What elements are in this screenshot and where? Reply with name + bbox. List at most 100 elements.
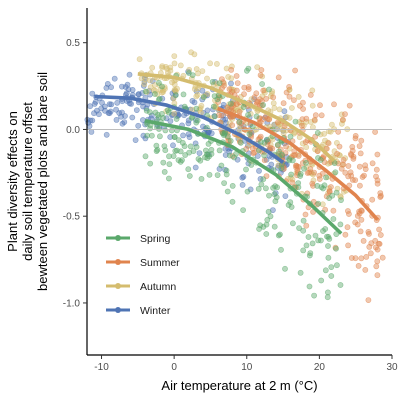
scatter-point-summer [374, 272, 381, 279]
scatter-point-spring [236, 119, 243, 125]
scatter-point-spring [180, 91, 187, 98]
scatter-point-summer [263, 95, 269, 102]
scatter-point-summer [302, 211, 309, 218]
scatter-point-winter [114, 99, 121, 106]
scatter-point-spring [260, 102, 266, 108]
scatter-point-spring [211, 113, 218, 120]
scatter-point-winter [254, 153, 261, 159]
scatter-point-winter [204, 107, 211, 114]
scatter-point-spring [337, 221, 344, 228]
scatter-point-spring [264, 216, 271, 223]
scatter-point-spring [206, 153, 212, 160]
y-tick-label: -0.5 [63, 212, 81, 223]
scatter-point-autumn [286, 145, 293, 152]
scatter-point-winter [192, 164, 199, 171]
scatter-point-spring [146, 109, 153, 116]
scatter-point-summer [260, 87, 267, 94]
scatter-point-winter [239, 174, 246, 181]
x-tick-label: 0 [171, 362, 177, 373]
scatter-point-autumn [228, 63, 235, 70]
scatter-point-spring [165, 175, 172, 182]
scatter-point-summer [331, 101, 337, 108]
scatter-point-winter [119, 83, 125, 90]
scatter-point-summer [377, 232, 384, 238]
scatter-point-summer [283, 89, 290, 96]
scatter-point-winter [113, 117, 120, 123]
scatter-point-summer [356, 143, 363, 149]
scatter-point-spring [181, 103, 188, 110]
scatter-point-autumn [321, 130, 328, 137]
scatter-point-summer [367, 250, 374, 257]
scatter-point-spring [258, 181, 265, 188]
scatter-point-winter [256, 167, 262, 174]
scatter-point-spring [333, 189, 340, 196]
scatter-point-summer [334, 150, 340, 157]
x-ticks: -10 0 10 20 30 [94, 355, 398, 373]
scatter-point-summer [373, 166, 380, 173]
scatter-point-spring [193, 144, 200, 150]
scatter-point-autumn [204, 75, 210, 82]
y-tick-label: -1.0 [63, 298, 81, 309]
scatter-point-spring [227, 100, 234, 107]
scatter-point-spring [272, 198, 279, 205]
scatter-point-spring [214, 172, 221, 178]
scatter-point-spring [324, 289, 331, 296]
scatter-point-summer [374, 151, 381, 158]
scatter-point-spring [179, 139, 186, 146]
scatter-point-autumn [171, 53, 178, 59]
scatter-point-spring [300, 227, 307, 234]
scatter-point-winter [170, 142, 176, 149]
scatter-point-spring [237, 139, 244, 146]
legend-item-autumn: Autumn [106, 281, 176, 293]
scatter-point-spring [154, 111, 161, 118]
scatter-point-spring [274, 141, 281, 148]
scatter-point-summer [280, 100, 287, 107]
scatter-point-winter [121, 119, 128, 125]
scatter-point-autumn [177, 62, 184, 69]
scatter-point-summer [358, 207, 364, 214]
scatter-point-spring [330, 216, 337, 222]
scatter-point-autumn [207, 60, 213, 67]
scatter-point-autumn [271, 105, 278, 111]
scatter-point-spring [297, 173, 304, 179]
scatter-point-summer [233, 73, 240, 79]
scatter-point-summer [369, 196, 376, 203]
scatter-point-spring [160, 115, 166, 121]
scatter-point-winter [132, 137, 139, 143]
scatter-point-summer [345, 163, 352, 169]
scatter-point-winter [180, 132, 186, 139]
scatter-point-autumn [319, 201, 326, 208]
scatter-point-spring [186, 149, 193, 156]
scatter-point-summer [293, 162, 299, 169]
scatter-point-summer [245, 84, 252, 90]
scatter-point-summer [360, 237, 367, 244]
scatter-point-summer [300, 106, 306, 112]
scatter-point-spring [185, 166, 192, 173]
scatter-point-spring [162, 147, 169, 154]
scatter-point-summer [230, 102, 236, 109]
scatter-point-spring [229, 198, 236, 205]
scatter-point-autumn [147, 77, 153, 84]
scatter-point-winter [99, 99, 105, 106]
scatter-point-autumn [213, 61, 220, 67]
scatter-point-spring [223, 171, 230, 178]
scatter-point-spring [337, 282, 344, 288]
scatter-point-spring [328, 273, 335, 279]
scatter-point-winter [101, 103, 108, 110]
scatter-point-winter [113, 106, 119, 113]
scatter-point-spring [322, 267, 329, 274]
scatter-point-summer [330, 207, 337, 214]
scatter-point-summer [311, 116, 318, 123]
scatter-point-spring [155, 96, 162, 103]
scatter-point-summer [304, 170, 311, 176]
scatter-point-winter [119, 109, 125, 116]
scatter-point-summer [373, 263, 380, 270]
scatter-point-spring [312, 232, 319, 239]
scatter-point-autumn [228, 75, 235, 82]
scatter-point-spring [142, 153, 149, 160]
x-axis-title: Air temperature at 2 m (°C) [161, 378, 317, 393]
scatter-point-winter [87, 103, 93, 110]
scatter-point-spring [326, 235, 333, 242]
scatter-point-summer [314, 148, 321, 155]
scatter-point-spring [260, 176, 267, 183]
